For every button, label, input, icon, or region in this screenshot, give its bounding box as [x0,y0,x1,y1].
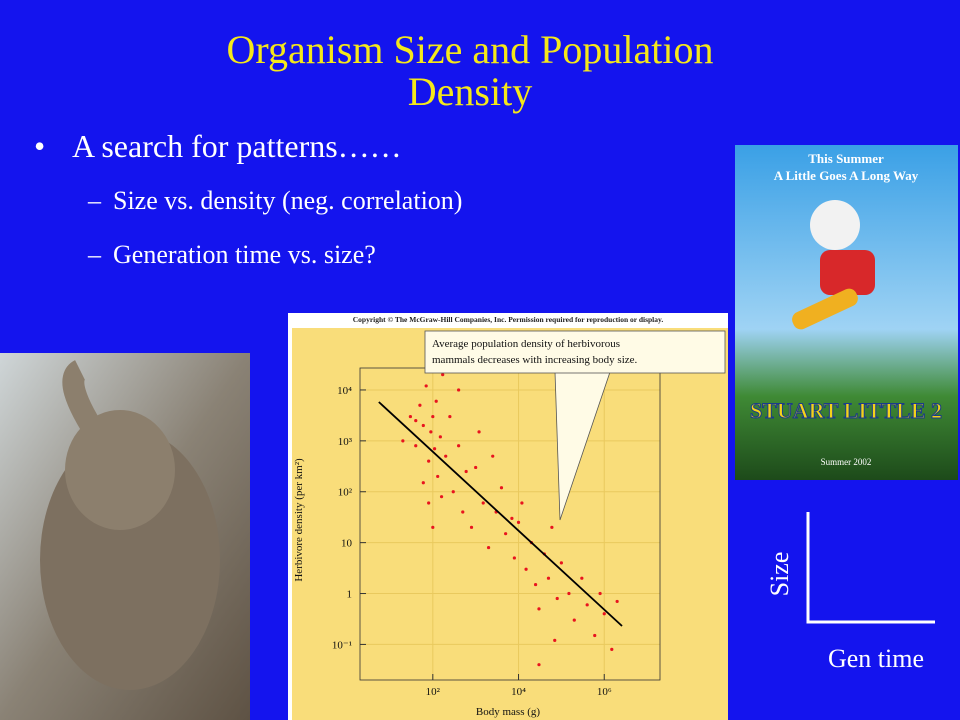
data-point [533,582,538,587]
slide-title: Density [407,69,533,114]
bullet: A search for patterns…… [72,128,402,164]
data-point [553,638,557,642]
data-point [610,647,614,651]
data-point [520,501,524,505]
movie-poster [735,145,958,480]
data-point [512,556,516,560]
data-point [418,403,422,407]
data-point [434,399,438,403]
data-point [431,414,435,419]
data-point [481,501,485,505]
sub-bullet: Generation time vs. size? [113,240,376,269]
data-point [615,599,619,604]
poster-tagline: This Summer [808,151,884,166]
mouse-head [810,200,860,250]
dash: – [88,186,101,215]
y-tick-label: 10 [341,538,353,550]
sketch-x-label: Gen time [828,644,924,673]
dash: – [88,240,101,269]
x-tick-label: 10⁴ [511,686,526,698]
data-point [432,447,437,451]
data-point [461,510,465,514]
y-axis-label: Herbivore density (per km²) [293,458,305,582]
y-tick-label: 1 [347,589,353,601]
data-point [559,561,563,565]
data-point [444,454,448,458]
data-point [457,388,461,392]
data-point [421,481,425,485]
data-point [408,414,413,419]
data-point [457,444,461,448]
slide-title: Organism Size and Population [226,27,714,72]
x-axis-label: Body mass (g) [476,706,541,718]
data-point [427,501,431,505]
data-point [593,633,597,638]
data-point [537,663,541,667]
data-point [585,603,589,607]
annotation: mammals decreases with increasing body s… [432,354,638,366]
poster-release: Summer 2002 [821,457,872,467]
x-tick-label: 10² [426,686,441,698]
data-point [401,439,405,443]
data-point [427,459,431,463]
data-point [414,418,418,423]
bullet-dot: • [34,128,46,164]
fit-line [378,401,623,627]
data-point [491,454,495,458]
skateboard [792,288,858,330]
data-point [477,430,481,434]
y-tick-label: 10⁻¹ [332,639,352,651]
data-point [474,465,478,470]
y-tick-label: 10² [338,487,353,499]
data-point [555,596,559,601]
data-point [504,532,508,536]
x-tick-label: 10⁶ [597,686,612,698]
data-point [448,414,452,419]
data-point [537,607,541,611]
data-point [424,384,428,388]
callout-box [424,330,726,374]
data-point [438,435,442,439]
y-tick-label: 10³ [338,436,353,448]
data-point [510,516,514,520]
sub-bullet: Size vs. density (neg. correlation) [113,186,463,215]
data-point [429,430,433,434]
mouse-shirt [820,250,875,295]
data-point [516,520,521,524]
data-point [572,618,576,622]
data-point [486,545,491,550]
elephant-trunk [62,360,110,447]
data-point [567,591,571,596]
data-point [421,423,425,428]
poster-tagline: A Little Goes A Long Way [774,168,919,183]
data-point [436,474,440,479]
sketch-y-label: Size [765,552,794,597]
annotation: Average population density of herbivorou… [432,338,620,350]
sketch-axes [806,512,935,624]
data-point [451,490,455,494]
data-point [431,525,435,529]
poster-movie-title: STUART LITTLE 2 [750,398,942,423]
data-point [546,576,551,580]
data-point [524,567,528,571]
data-point [598,591,602,596]
data-point [439,495,444,499]
data-point [414,444,418,448]
y-tick-label: 10⁴ [337,385,352,397]
data-point [550,525,554,529]
data-point [580,576,584,580]
data-point [469,525,474,529]
data-point [464,469,468,474]
data-point [441,373,445,377]
data-point [499,486,504,490]
data-point [602,612,606,616]
copyright: Copyright © The McGraw-Hill Companies, I… [353,315,664,324]
